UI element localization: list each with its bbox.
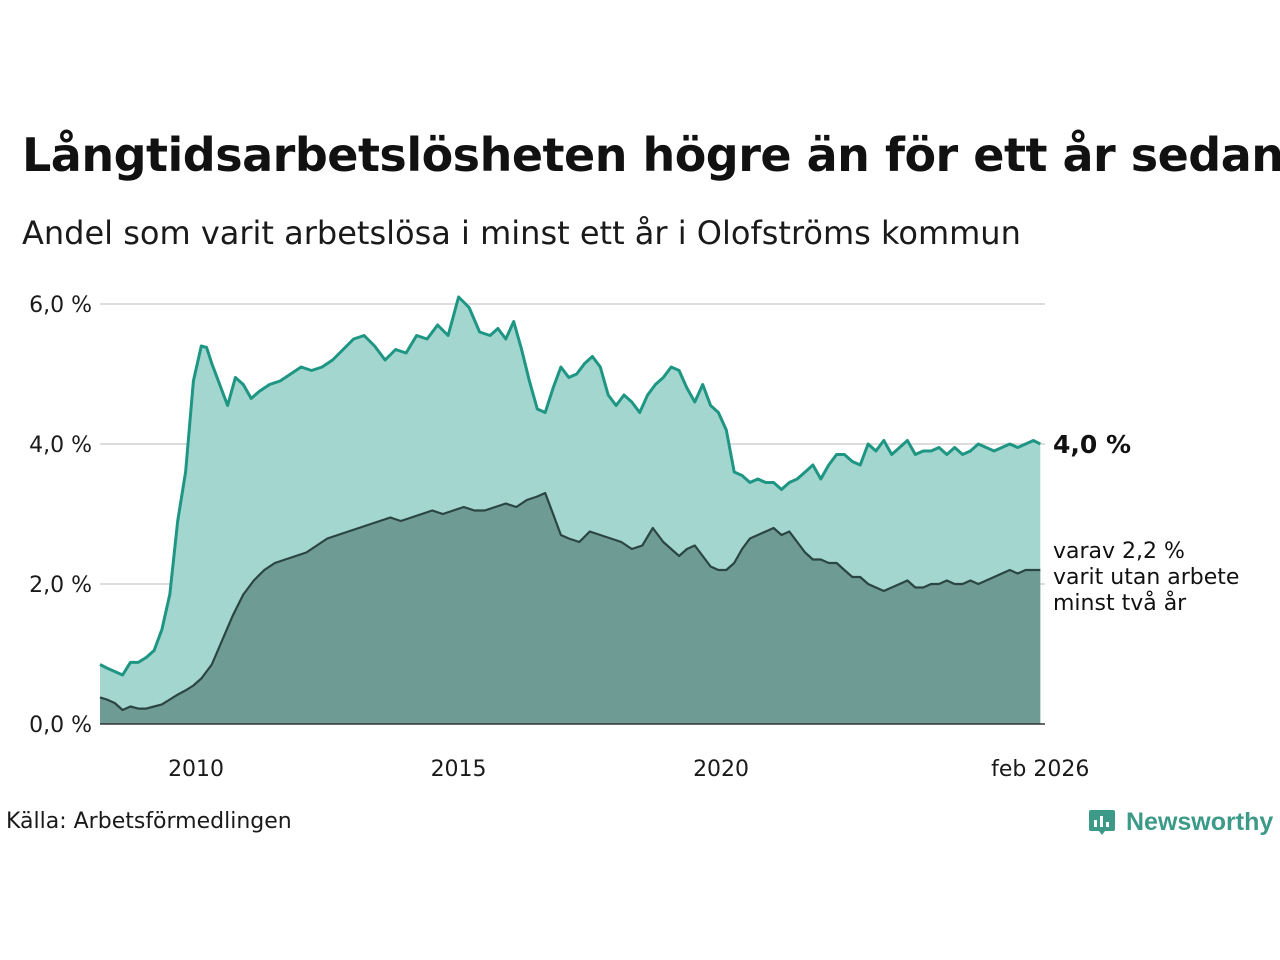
- annotation-total-value: 4,0 %: [1053, 430, 1131, 459]
- line-series-0: [99, 295, 1041, 677]
- x-tick-label: 2020: [693, 757, 749, 782]
- area-series: [99, 295, 1041, 724]
- chart-title: Långtidsarbetslösheten högre än för ett …: [22, 128, 1280, 182]
- brand-name: Newsworthy: [1126, 807, 1274, 836]
- bar-chart-bubble-icon: [1089, 810, 1115, 835]
- area-fill-series-1: [100, 493, 1041, 724]
- line-series-1: [99, 491, 1041, 712]
- y-tick-label: 2,0 %: [29, 573, 92, 598]
- x-tick-label: 2010: [168, 757, 224, 782]
- annotation-long-term-line: varit utan arbete: [1053, 565, 1239, 590]
- source-note: Källa: Arbetsförmedlingen: [6, 809, 292, 834]
- newsworthy-logo[interactable]: Newsworthy: [1088, 804, 1273, 840]
- x-tick-label: 2015: [431, 757, 487, 782]
- y-tick-label: 6,0 %: [29, 293, 92, 318]
- annotation-long-term-line: varav 2,2 %: [1053, 539, 1185, 564]
- annotation-long-term-line: minst två år: [1053, 590, 1187, 616]
- axes: 0,0 % 2,0 % 4,0 % 6,0 % 2010 2015 2020 feb 2026: [29, 293, 1089, 782]
- y-tick-label: 0,0 %: [29, 713, 92, 738]
- x-tick-label: feb 2026: [991, 757, 1089, 782]
- y-tick-label: 4,0 %: [29, 433, 92, 458]
- chart-subtitle: Andel som varit arbetslösa i minst ett å…: [22, 214, 1021, 252]
